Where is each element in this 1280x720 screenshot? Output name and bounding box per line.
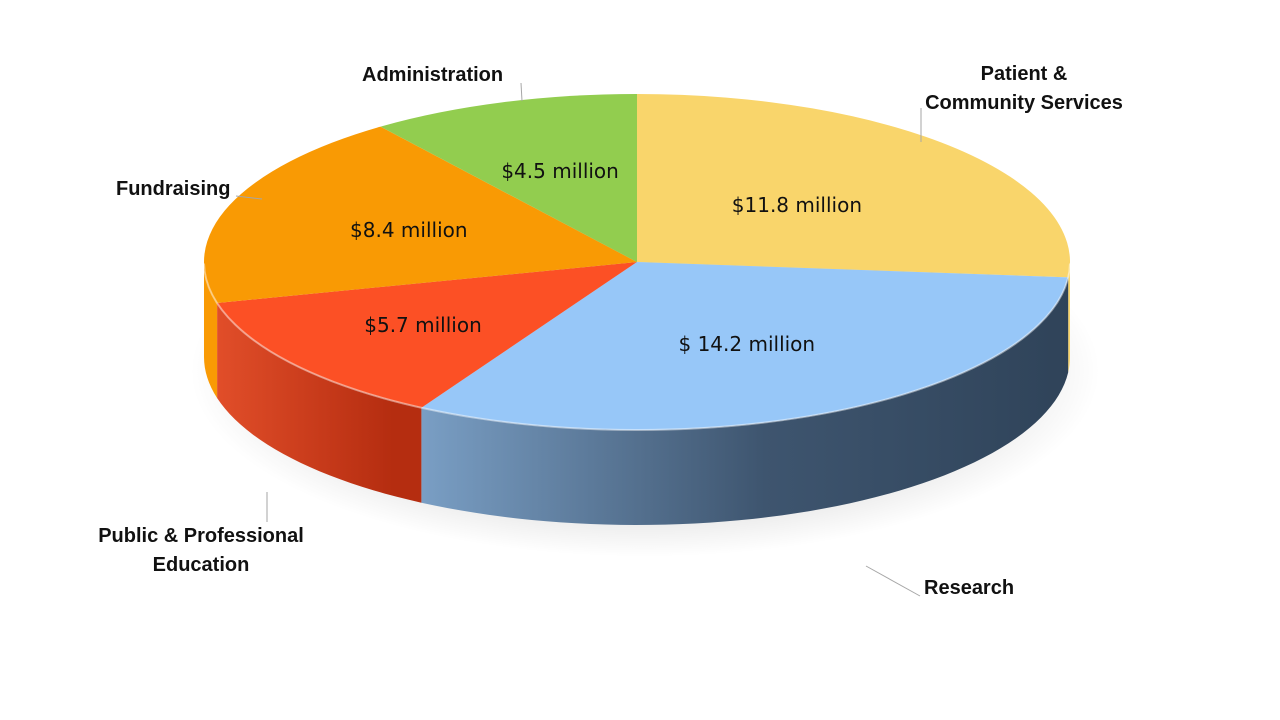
category-label-line: Public & Professional xyxy=(98,525,304,547)
value-label-fundraising: $8.4 million xyxy=(350,218,468,243)
category-label-line: Education xyxy=(152,554,250,576)
category-label-line: Research xyxy=(924,577,1015,599)
pie-slice-fundraising xyxy=(203,126,637,303)
leader-line-research xyxy=(865,565,921,597)
pie-slice-research xyxy=(421,262,1069,431)
pie-side-public-professional-education xyxy=(217,303,422,503)
value-label-patient-community-services: $11.8 million xyxy=(731,193,863,218)
leader-line-administration xyxy=(520,82,523,102)
value-label-public-professional-education: $5.7 million xyxy=(364,312,482,337)
category-label-fundraising: Fundraising xyxy=(116,175,246,204)
category-label-line: Patient & xyxy=(980,63,1068,85)
category-label-patient-community-services: Patient & Community Services xyxy=(922,60,1126,118)
category-label-line: Administration xyxy=(362,64,504,86)
category-label-administration: Administration xyxy=(362,61,522,90)
pie-slice-administration xyxy=(380,93,637,262)
pie-slice-patient-community-services xyxy=(637,94,1071,278)
pie-slice-public-professional-education xyxy=(217,262,637,408)
pie-side-research xyxy=(421,277,1069,525)
category-label-line: Fundraising xyxy=(116,178,231,200)
category-label-line: Community Services xyxy=(925,92,1123,114)
pie-side-patient-community-services xyxy=(1068,262,1070,373)
leader-line-fundraising xyxy=(235,195,263,200)
value-label-research: $ 14.2 million xyxy=(678,332,816,356)
category-label-public-professional-education: Public & Professional Education xyxy=(94,522,308,580)
pie-side-fundraising xyxy=(204,262,218,398)
value-label-administration: $4.5 million xyxy=(501,159,619,183)
category-label-research: Research xyxy=(924,574,1044,603)
pie-rim-highlight xyxy=(203,263,1071,431)
